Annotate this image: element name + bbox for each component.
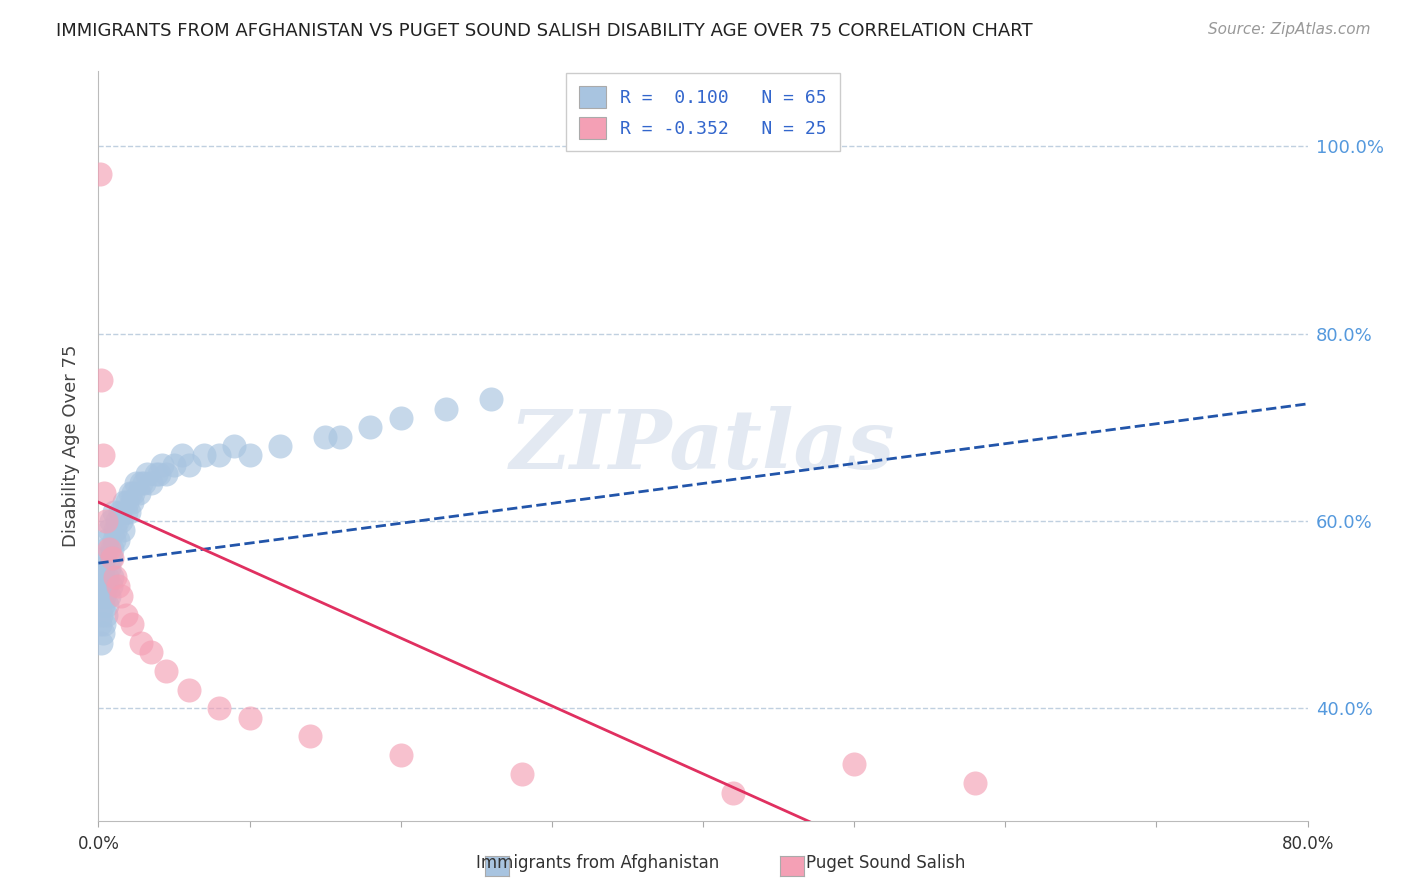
Point xyxy=(91,570,114,584)
Point xyxy=(510,767,533,781)
Text: Source: ZipAtlas.com: Source: ZipAtlas.com xyxy=(1208,22,1371,37)
Point xyxy=(314,430,336,444)
Point xyxy=(101,542,124,557)
Point xyxy=(96,599,118,613)
Point xyxy=(104,524,127,538)
Point xyxy=(91,626,114,640)
Point xyxy=(108,505,131,519)
Point xyxy=(129,636,152,650)
Point xyxy=(269,439,291,453)
Point xyxy=(107,580,129,594)
Point xyxy=(122,485,145,500)
Point xyxy=(103,505,125,519)
Point xyxy=(329,430,352,444)
Legend: R =  0.100   N = 65, R = -0.352   N = 25: R = 0.100 N = 65, R = -0.352 N = 25 xyxy=(567,73,839,152)
Text: Puget Sound Salish: Puget Sound Salish xyxy=(806,855,966,872)
Point xyxy=(89,168,111,182)
Point xyxy=(434,401,457,416)
Point xyxy=(98,589,121,603)
Point xyxy=(90,636,112,650)
Point xyxy=(114,607,136,622)
Point xyxy=(121,617,143,632)
Point xyxy=(125,476,148,491)
Point xyxy=(94,607,117,622)
Point xyxy=(145,467,167,482)
Point xyxy=(965,776,987,790)
Point xyxy=(104,570,127,584)
Point xyxy=(94,514,117,528)
Point xyxy=(179,682,201,697)
Point xyxy=(96,533,118,547)
Point xyxy=(100,580,122,594)
Point xyxy=(121,495,143,509)
Point xyxy=(120,485,142,500)
Point xyxy=(844,757,866,772)
Point xyxy=(94,542,117,557)
Point xyxy=(98,542,121,557)
Point xyxy=(93,485,115,500)
Point xyxy=(103,533,125,547)
Point xyxy=(239,449,262,463)
Point xyxy=(132,476,155,491)
Point xyxy=(90,607,112,622)
Point xyxy=(111,524,134,538)
Point xyxy=(93,589,115,603)
Point xyxy=(93,617,115,632)
Point xyxy=(96,570,118,584)
Text: ZIPatlas: ZIPatlas xyxy=(510,406,896,486)
Point xyxy=(91,599,114,613)
Point xyxy=(155,664,177,678)
Point xyxy=(93,551,115,566)
Point xyxy=(155,467,177,482)
Point xyxy=(89,589,111,603)
Y-axis label: Disability Age Over 75: Disability Age Over 75 xyxy=(62,344,80,548)
Point xyxy=(107,533,129,547)
Point xyxy=(118,505,141,519)
Point xyxy=(170,449,193,463)
Point xyxy=(110,589,132,603)
Point xyxy=(208,701,231,715)
Point xyxy=(91,561,114,575)
Point xyxy=(193,449,215,463)
Point xyxy=(128,485,150,500)
Point xyxy=(101,570,124,584)
Point xyxy=(89,617,111,632)
Point xyxy=(163,458,186,472)
Point xyxy=(141,476,163,491)
Point xyxy=(723,786,745,800)
Point xyxy=(360,420,382,434)
Point xyxy=(100,514,122,528)
Point xyxy=(135,467,157,482)
Point xyxy=(299,730,322,744)
Point xyxy=(91,449,114,463)
Point xyxy=(115,495,138,509)
Point xyxy=(110,514,132,528)
Point xyxy=(239,710,262,724)
Point xyxy=(90,374,112,388)
Point xyxy=(129,476,152,491)
Point xyxy=(389,411,412,425)
Point xyxy=(105,514,128,528)
Point xyxy=(94,580,117,594)
Point xyxy=(98,524,121,538)
Point xyxy=(208,449,231,463)
Point xyxy=(179,458,201,472)
Point xyxy=(100,551,122,566)
Point xyxy=(98,561,121,575)
Point xyxy=(224,439,246,453)
Point xyxy=(101,551,124,566)
Point xyxy=(481,392,503,407)
Point xyxy=(114,505,136,519)
Point xyxy=(389,748,412,763)
Point xyxy=(112,495,135,509)
Point xyxy=(141,645,163,659)
Point xyxy=(148,467,170,482)
Point xyxy=(150,458,173,472)
Text: Immigrants from Afghanistan: Immigrants from Afghanistan xyxy=(475,855,720,872)
Point xyxy=(90,580,112,594)
Text: IMMIGRANTS FROM AFGHANISTAN VS PUGET SOUND SALISH DISABILITY AGE OVER 75 CORRELA: IMMIGRANTS FROM AFGHANISTAN VS PUGET SOU… xyxy=(56,22,1033,40)
